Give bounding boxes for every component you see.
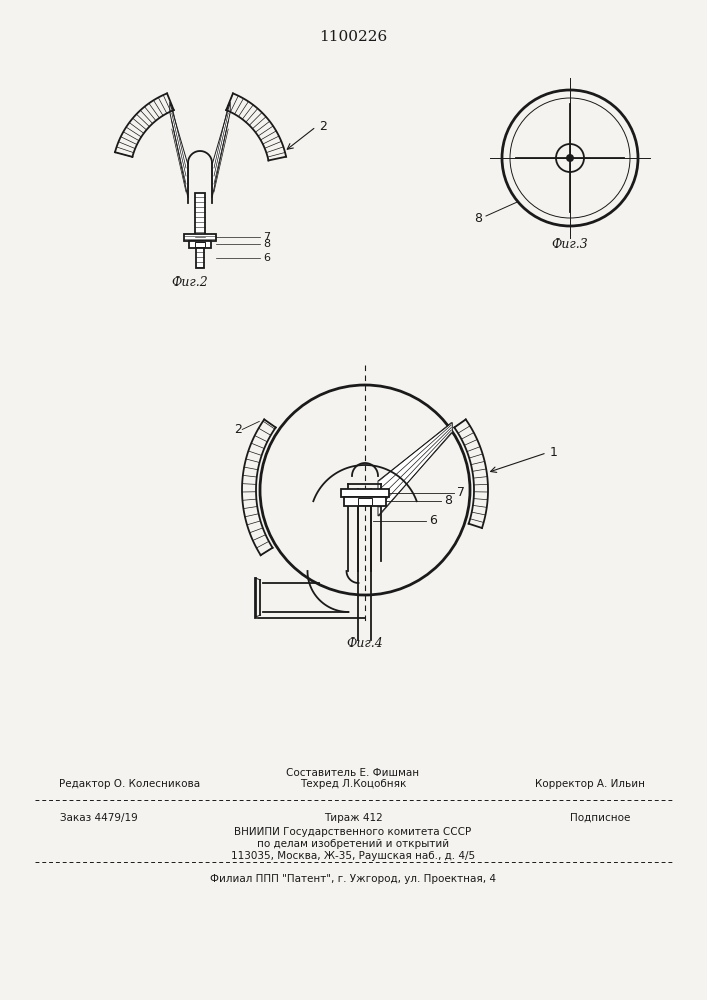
- Polygon shape: [170, 102, 188, 198]
- Text: по делам изобретений и открытий: по делам изобретений и открытий: [257, 839, 449, 849]
- Text: Фиг.4: Фиг.4: [346, 637, 383, 650]
- Bar: [195, 193, 205, 243]
- Polygon shape: [212, 102, 230, 198]
- Text: 8: 8: [263, 239, 270, 249]
- Bar: [184, 234, 216, 241]
- Text: Корректор А. Ильин: Корректор А. Ильин: [535, 779, 645, 789]
- Text: Фиг.2: Фиг.2: [172, 276, 209, 289]
- Text: Заказ 4479/19: Заказ 4479/19: [60, 813, 138, 823]
- Text: 6: 6: [263, 253, 270, 263]
- Text: Тираж 412: Тираж 412: [324, 813, 382, 823]
- Text: 8: 8: [474, 213, 482, 226]
- Text: Фиг.3: Фиг.3: [551, 238, 588, 251]
- Text: ВНИИПИ Государственного комитета СССР: ВНИИПИ Государственного комитета СССР: [235, 827, 472, 837]
- Text: Составитель Е. Фишман: Составитель Е. Фишман: [286, 768, 419, 778]
- Text: 8: 8: [444, 494, 452, 508]
- Polygon shape: [378, 422, 452, 516]
- Text: 7: 7: [263, 232, 270, 242]
- Text: 6: 6: [429, 514, 437, 528]
- Text: Техред Л.Коцобняк: Техред Л.Коцобняк: [300, 779, 407, 789]
- Bar: [358, 498, 372, 505]
- Text: Редактор О. Колесникова: Редактор О. Колесникова: [59, 779, 201, 789]
- Text: 113035, Москва, Ж-35, Раушская наб., д. 4/5: 113035, Москва, Ж-35, Раушская наб., д. …: [231, 851, 475, 861]
- Bar: [195, 242, 205, 247]
- Text: 1: 1: [550, 446, 558, 459]
- Text: 2: 2: [234, 423, 242, 436]
- Bar: [196, 248, 204, 268]
- Bar: [341, 489, 389, 497]
- Bar: [344, 497, 386, 506]
- Text: 2: 2: [319, 120, 327, 133]
- Text: 7: 7: [457, 487, 465, 499]
- Text: Подписное: Подписное: [570, 813, 630, 823]
- Text: Филиал ППП "Патент", г. Ужгород, ул. Проектная, 4: Филиал ППП "Патент", г. Ужгород, ул. Про…: [210, 874, 496, 884]
- Circle shape: [566, 154, 574, 162]
- Text: 1100226: 1100226: [319, 30, 387, 44]
- Bar: [189, 241, 211, 248]
